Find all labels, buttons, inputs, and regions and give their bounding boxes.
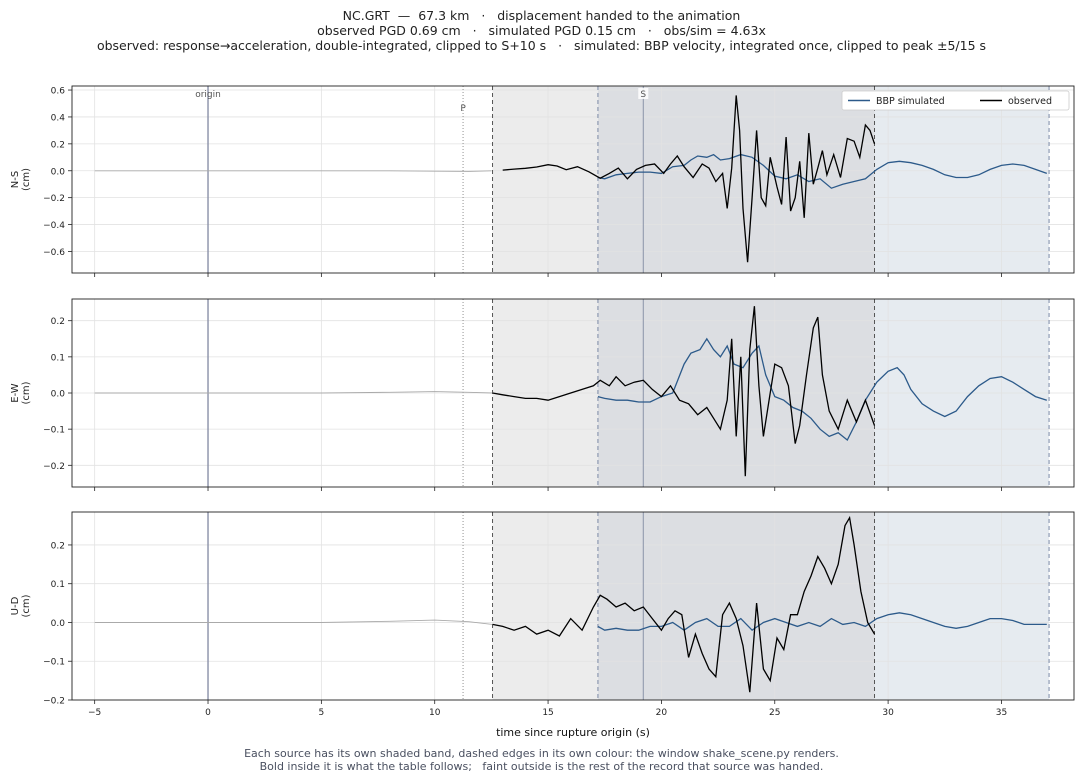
y-axis-label: E-W: [10, 383, 21, 403]
simulated-trace: [597, 153, 1048, 189]
x-tick-label: 15: [542, 708, 553, 718]
p-arrival-label: P: [460, 104, 466, 114]
y-tick-label: 0.4: [51, 113, 66, 123]
y-tick-label: −0.2: [43, 462, 65, 472]
y-tick-label: −0.1: [43, 658, 65, 668]
legend-box: [841, 90, 1070, 111]
y-axis-label: (cm): [21, 168, 32, 191]
x-tick-label: 30: [882, 708, 894, 718]
y-axis-label: U-D: [10, 596, 21, 615]
x-tick-label: 20: [656, 708, 668, 718]
x-tick-label: 0: [205, 708, 211, 718]
chart-title: NC.GRT — 67.3 km · displacement handed t…: [0, 8, 1083, 53]
title-line-2: observed PGD 0.69 cm · simulated PGD 0.1…: [317, 23, 766, 38]
panel-frame: [71, 85, 1075, 274]
legend-label-simulated: BBP simulated: [876, 96, 945, 107]
simulated-trace: [597, 612, 1047, 632]
overlap-window-band: [597, 512, 875, 700]
origin-label: origin: [195, 90, 221, 100]
x-tick-label: 5: [318, 708, 324, 718]
simulated-window-band: [874, 512, 1050, 700]
y-tick-label: 0.1: [51, 580, 65, 590]
y-tick-label: −0.1: [43, 426, 65, 436]
y-tick-label: 0.0: [51, 619, 66, 629]
observed-faint-trace: [94, 391, 493, 394]
observed-trace: [502, 95, 876, 263]
y-tick-label: 0.2: [51, 317, 65, 327]
panel-ns: −0.6 −0.4 −0.2 0.0 0.2 0.4 0.6 N-S (cm) origin P S B…: [10, 85, 1075, 277]
y-axis-label: (cm): [21, 594, 32, 617]
y-tick-label: −0.2: [43, 194, 65, 204]
y-tick-label: 0.0: [51, 167, 66, 177]
legend-label-observed: observed: [1008, 96, 1052, 107]
y-tick-label: 0.2: [51, 541, 65, 551]
overlap-window-band: [597, 86, 875, 273]
x-tick-label: 35: [996, 708, 1007, 718]
simulated-trace: [597, 337, 1047, 442]
y-tick-label: −0.2: [43, 697, 65, 707]
y-tick-label: −0.6: [43, 248, 65, 258]
observed-faint-trace: [94, 619, 493, 625]
observed-faint-trace: [94, 170, 492, 172]
observed-trace: [492, 306, 876, 477]
y-tick-label: −0.4: [43, 221, 65, 231]
y-axis-label: N-S: [10, 171, 21, 188]
s-label-bg: [638, 88, 649, 99]
x-tick-label: 10: [429, 708, 441, 718]
observed-window-band: [492, 512, 598, 700]
panel-frame: [71, 511, 1075, 701]
y-tick-label: 0.1: [51, 353, 65, 363]
x-tick-label: −5: [88, 708, 101, 718]
title-line-1: NC.GRT — 67.3 km · displacement handed t…: [342, 8, 741, 23]
chart-caption: Each source has its own shaded band, das…: [0, 747, 1083, 773]
observed-window-band: [492, 86, 598, 273]
legend: BBP simulated observed: [841, 90, 1070, 111]
s-arrival-label: S: [640, 90, 646, 100]
simulated-window-band: [874, 86, 1050, 273]
y-tick-label: 0.0: [51, 390, 66, 400]
y-tick-label: 0.6: [51, 87, 66, 97]
panel-ew: −0.2 −0.1 0.0 0.1 0.2 E-W (cm): [10, 298, 1075, 491]
observed-trace: [492, 515, 876, 693]
title-line-3: observed: response→acceleration, double-…: [96, 38, 987, 53]
y-axis-label: (cm): [21, 381, 32, 404]
x-tick-label: 25: [769, 708, 780, 718]
x-axis-label: time since rupture origin (s): [496, 726, 650, 739]
caption-line-1: Each source has its own shaded band, das…: [244, 747, 839, 760]
caption-line-2: Bold inside it is what the table follows…: [259, 759, 824, 773]
y-tick-label: 0.2: [51, 140, 65, 150]
panel-ud: −0.2 −0.1 0.0 0.1 0.2 −5 0 5 10 15 20 25 30 35 U-D (cm): [10, 511, 1075, 718]
